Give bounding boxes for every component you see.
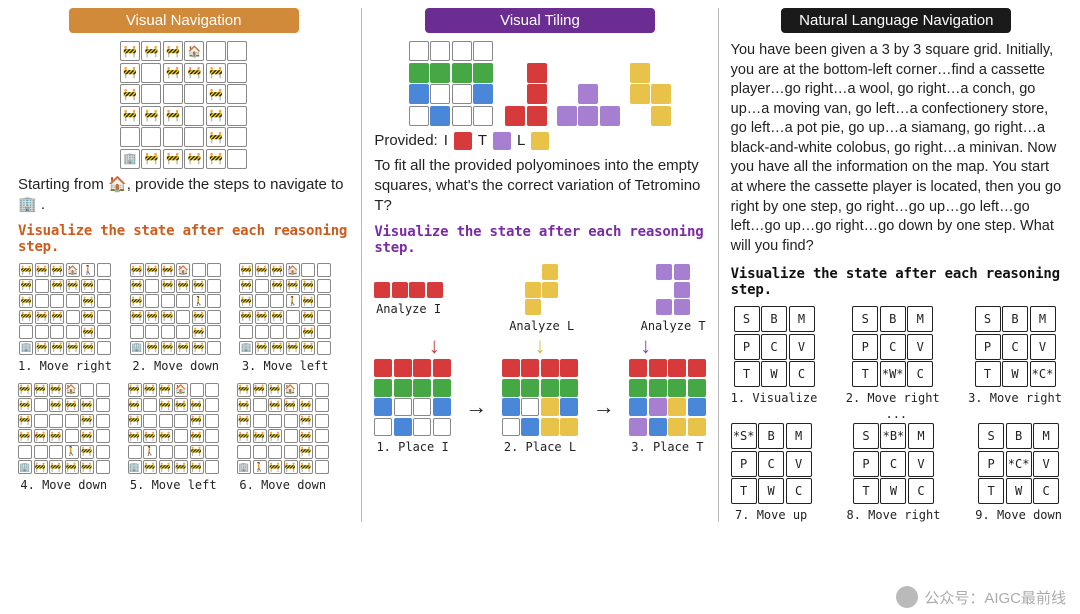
down-arrow-icon: ↓ [490, 335, 590, 357]
nl-visualize-header: Visualize the state after each reasoning… [731, 266, 1062, 298]
vn-visualize-header: Visualize the state after each reasoning… [18, 223, 349, 255]
nl-steps-top: SBMPCVTWC1. Visualize SBMPCVT*W*C2. Move … [731, 306, 1062, 405]
vn-step: 🚧🚧🚧🏠🚧🚧🚧🚧🚧🚶🚧🚧🚧🚧🚧🚧🏢🚧🚧🚧🚧3. Move left [239, 263, 331, 373]
vt-place-step: 1. Place I [374, 359, 451, 454]
nl-body-text: You have been given a 3 by 3 square grid… [731, 41, 1062, 256]
nl-step: SBMPCVT*W*C2. Move right [846, 306, 940, 405]
swatch-I [454, 132, 472, 150]
vt-side-piece [557, 84, 620, 126]
nl-step: SBMPCVTW*C*3. Move right [968, 306, 1062, 405]
swatch-T [493, 132, 511, 150]
vn-step: 🚧🚧🚧🏠🚧🚧🚧🚧🚧🚧🚧🚧🚧🚧🚶🚧🏢🚧🚧🚧🚧4. Move down [18, 383, 110, 493]
nl-step: SBMPCVTWC1. Visualize [731, 306, 818, 405]
building-icon: 🏢 [18, 196, 37, 213]
vt-place-step: 2. Place L [502, 359, 579, 454]
vt-analyze-piece: Analyze I [374, 282, 443, 316]
vt-provided-row: Provided: I T L [374, 132, 705, 150]
vt-question: To fit all the provided polyominoes into… [374, 156, 705, 217]
col-visual-tiling: Visual Tiling Provided: I T L To fit all… [364, 8, 715, 522]
separator-1 [361, 8, 362, 522]
nl-step: SBMP*C*VTWC9. Move down [975, 423, 1062, 522]
vn-question: Starting from 🏠, provide the steps to na… [18, 175, 349, 216]
vn-main-grid: 🚧🚧🚧🏠🚧🚧🚧🚧🚧🚧🚧🚧🚧🚧🚧🏢🚧🚧🚧🚧 [120, 41, 248, 169]
nl-ellipsis: ... [731, 407, 1062, 421]
vt-header: Visual Tiling [425, 8, 655, 33]
separator-2 [718, 8, 719, 522]
watermark-text: 公众号：AIGC最前线 [924, 587, 1066, 608]
watermark: 公众号：AIGC最前线 [896, 586, 1066, 608]
figure-columns: Visual Navigation 🚧🚧🚧🏠🚧🚧🚧🚧🚧🚧🚧🚧🚧🚧🚧🏢🚧🚧🚧🚧 S… [8, 8, 1072, 522]
swatch-L [531, 132, 549, 150]
vt-analyze-piece: Analyze L [509, 264, 574, 333]
watermark-icon [896, 586, 918, 608]
right-arrow-icon: → [465, 396, 487, 418]
vt-visualize-header: Visualize the state after each reasoning… [374, 224, 705, 256]
vn-steps: 🚧🚧🚧🏠🚶🚧🚧🚧🚧🚧🚧🚧🚧🚧🚧🚧🏢🚧🚧🚧🚧1. Move right🚧🚧🚧🏠🚧🚧… [18, 263, 349, 492]
col-visual-navigation: Visual Navigation 🚧🚧🚧🏠🚧🚧🚧🚧🚧🚧🚧🚧🚧🚧🚧🏢🚧🚧🚧🚧 S… [8, 8, 359, 522]
vn-step: 🚧🚧🚧🏠🚧🚧🚧🚧🚧🚧🚧🚧🚧🚧🚶🚧🏢🚧🚧🚧🚧5. Move left [128, 383, 220, 493]
vt-analyze-piece: Analyze T [641, 264, 706, 333]
nl-header: Natural Language Navigation [781, 8, 1011, 33]
vn-step: 🚧🚧🚧🏠🚶🚧🚧🚧🚧🚧🚧🚧🚧🚧🚧🚧🏢🚧🚧🚧🚧1. Move right [18, 263, 112, 373]
down-arrow-icon: ↓ [596, 335, 696, 357]
vt-side-pieces [505, 63, 671, 126]
right-arrow-icon: → [593, 396, 615, 418]
vt-arrow-row: ↓ ↓ ↓ [384, 335, 695, 357]
nl-steps-bot: *S*BMPCVTWC7. Move up S*B*MPCVTWC8. Move … [731, 423, 1062, 522]
nl-step: S*B*MPCVTWC8. Move right [847, 423, 941, 522]
house-icon: 🏠 [108, 176, 127, 193]
vt-place-step: 3. Place T [629, 359, 706, 454]
vn-header: Visual Navigation [69, 8, 299, 33]
col-nl-navigation: Natural Language Navigation You have bee… [721, 8, 1072, 522]
vn-step: 🚧🚧🚧🏠🚧🚧🚧🚧🚧🚧🚧🚧🚧🚧🚧🏢🚶🚧🚧🚧6. Move down [237, 383, 329, 493]
nl-step: *S*BMPCVTWC7. Move up [731, 423, 812, 522]
down-arrow-icon: ↓ [384, 335, 484, 357]
vt-side-piece [505, 63, 547, 126]
vt-place-row: 1. Place I → 2. Place L → 3. Place T [374, 359, 705, 454]
vt-analyze-row: Analyze I Analyze L Analyze T [374, 264, 705, 333]
vt-side-piece [630, 63, 672, 126]
vt-main-board [409, 41, 494, 126]
vn-step: 🚧🚧🚧🏠🚧🚧🚧🚧🚧🚶🚧🚧🚧🚧🚧🏢🚧🚧🚧🚧2. Move down [130, 263, 222, 373]
